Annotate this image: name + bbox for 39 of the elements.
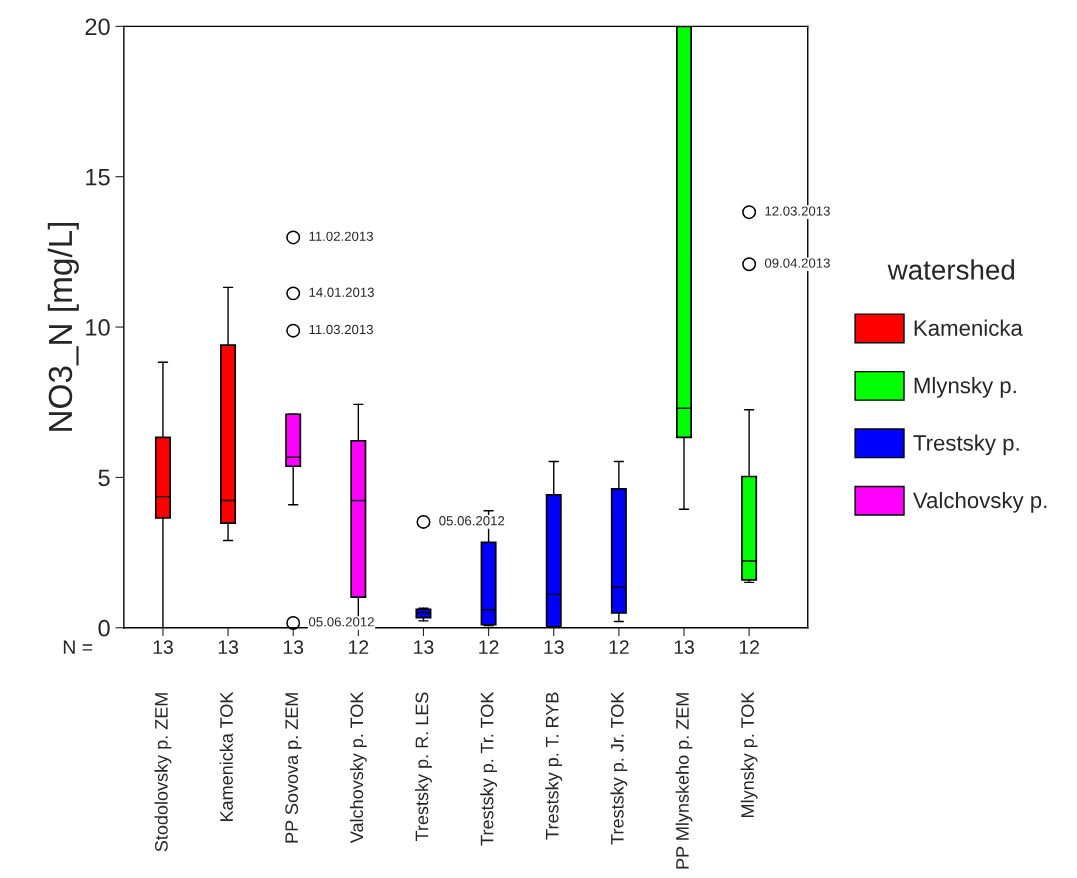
annotation: 13 [674, 640, 694, 655]
x-tick-label: Stodolovsky p. ZEM [154, 693, 172, 852]
x-tick-label: Mlynsky p. TOK [740, 691, 758, 817]
annotation: 12 [479, 640, 499, 654]
annotation: 12 [349, 640, 369, 654]
y-tick-label: 5 [98, 469, 110, 487]
x-tick-label: Trestsky p. R. LES [415, 692, 432, 842]
annotation: 09.04.2013 [764, 258, 830, 268]
annotation: 05.06.2012 [308, 617, 374, 627]
text: N = [63, 640, 93, 654]
x-tick-label: Kamenicka TOK [219, 691, 233, 821]
annotation: 14.01.2013 [309, 287, 374, 297]
annotation: 05.06.2012 [439, 516, 505, 526]
x-tick-label: PP Mlynskeho p. ZEM [675, 693, 693, 869]
annotation: 12.03.2013 [765, 206, 830, 216]
x-tick-label: Valchovsky p. TOK [349, 691, 367, 844]
annotation: 11.02.2013 [309, 231, 373, 241]
y-axis-title: NO3_N [mg/L] [47, 222, 79, 431]
x-tick-label: Trestsky p. Jr. TOK [610, 691, 628, 845]
x-tick-label: Trestsky p. Tr. TOK [480, 691, 498, 846]
annotation: 13 [414, 640, 434, 655]
annotation: 12 [739, 640, 759, 654]
legend-label: Mlynsky p. [914, 377, 1016, 398]
y-tick-label: 15 [86, 169, 110, 186]
x-tick-label: Trestsky p. T. RYB [545, 692, 563, 840]
legend-label: Kamenicka [914, 319, 1023, 336]
y-tick-label: 0 [98, 619, 110, 637]
annotation: 13 [153, 640, 173, 655]
annotation: 12 [609, 640, 629, 654]
x-tick-label: PP Sovova p. ZEM [285, 693, 302, 843]
legend-title: watershed [887, 259, 1015, 280]
text: 13 [283, 640, 304, 655]
legend-label: Trestsky p. [913, 434, 1019, 456]
y-tick-label: 20 [85, 18, 110, 36]
y-tick-label: 10 [86, 319, 110, 336]
annotation: 13 [544, 640, 564, 655]
legend-label: Valchovsky p. [912, 491, 1047, 513]
annotation: 11.03.2013 [309, 324, 373, 335]
annotation: 13 [218, 640, 239, 655]
